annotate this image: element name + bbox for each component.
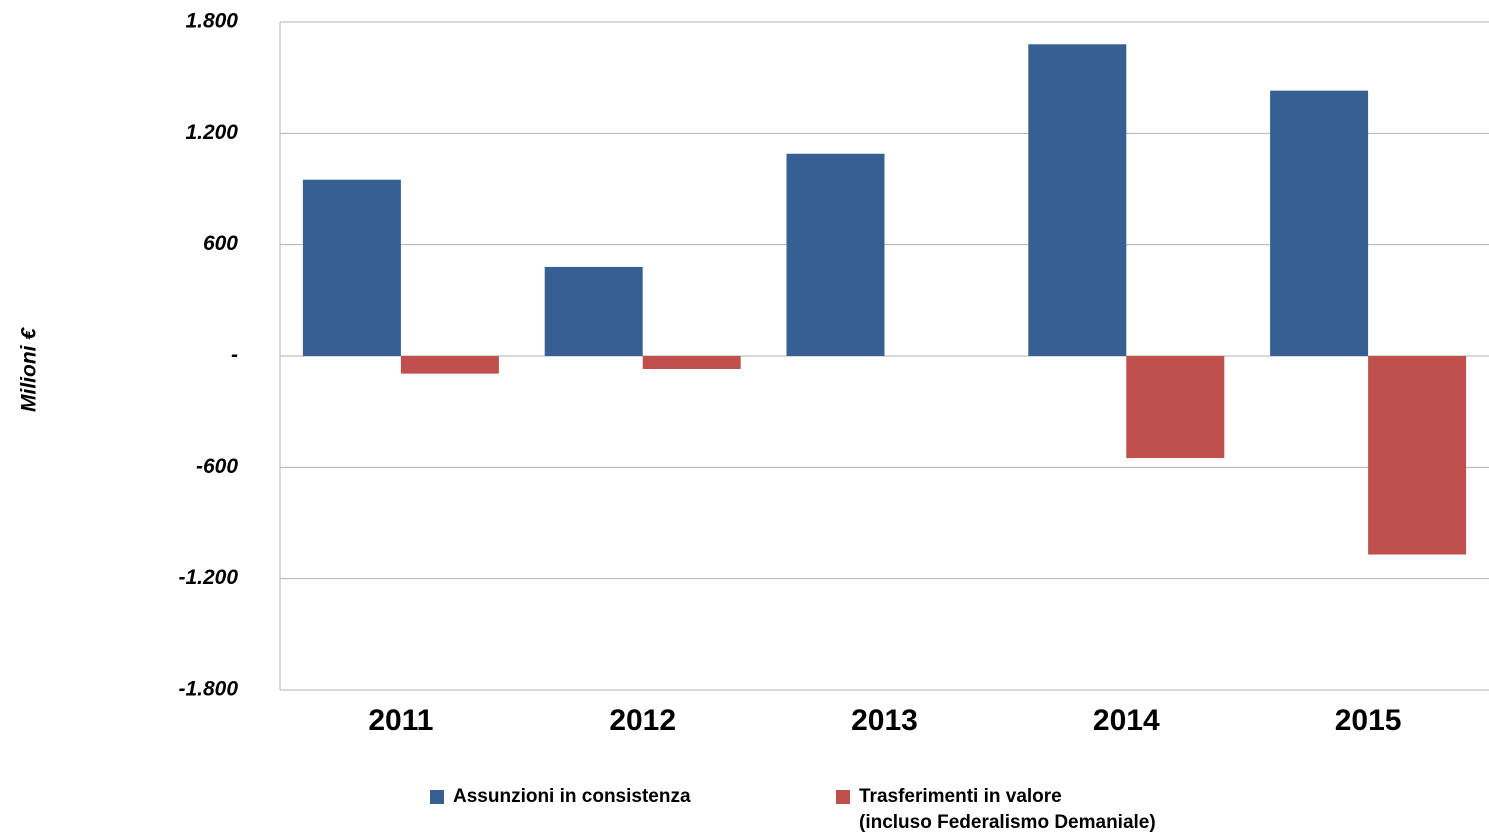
bar xyxy=(786,153,885,356)
legend-swatch xyxy=(836,790,850,804)
y-tick-label: -600 xyxy=(196,455,238,478)
bar xyxy=(1368,356,1467,555)
bar xyxy=(1126,356,1225,459)
y-tick-label: 1.200 xyxy=(185,121,238,144)
y-axis-label: Milioni € xyxy=(18,327,41,412)
y-tick-label: - xyxy=(231,344,238,367)
y-tick-label: 1.800 xyxy=(185,10,238,33)
y-tick-label: -1.800 xyxy=(178,678,238,701)
x-tick-label: 2015 xyxy=(1335,704,1402,737)
x-tick-label: 2014 xyxy=(1093,704,1160,737)
legend-label: Trasferimenti in valore (incluso Federal… xyxy=(859,786,1156,833)
x-tick-label: 2012 xyxy=(609,704,676,737)
bar xyxy=(1270,90,1369,357)
legend-swatch xyxy=(430,790,444,804)
legend-label: Assunzioni in consistenza xyxy=(453,786,691,807)
y-tick-label: 600 xyxy=(203,232,238,255)
x-tick-label: 2011 xyxy=(368,704,433,737)
y-tick-label: -1.200 xyxy=(178,566,238,589)
bar xyxy=(400,356,499,374)
x-tick-label: 2013 xyxy=(851,704,918,737)
bar xyxy=(642,356,741,369)
bar xyxy=(302,179,401,356)
bar xyxy=(1028,44,1127,357)
bar xyxy=(544,266,643,356)
